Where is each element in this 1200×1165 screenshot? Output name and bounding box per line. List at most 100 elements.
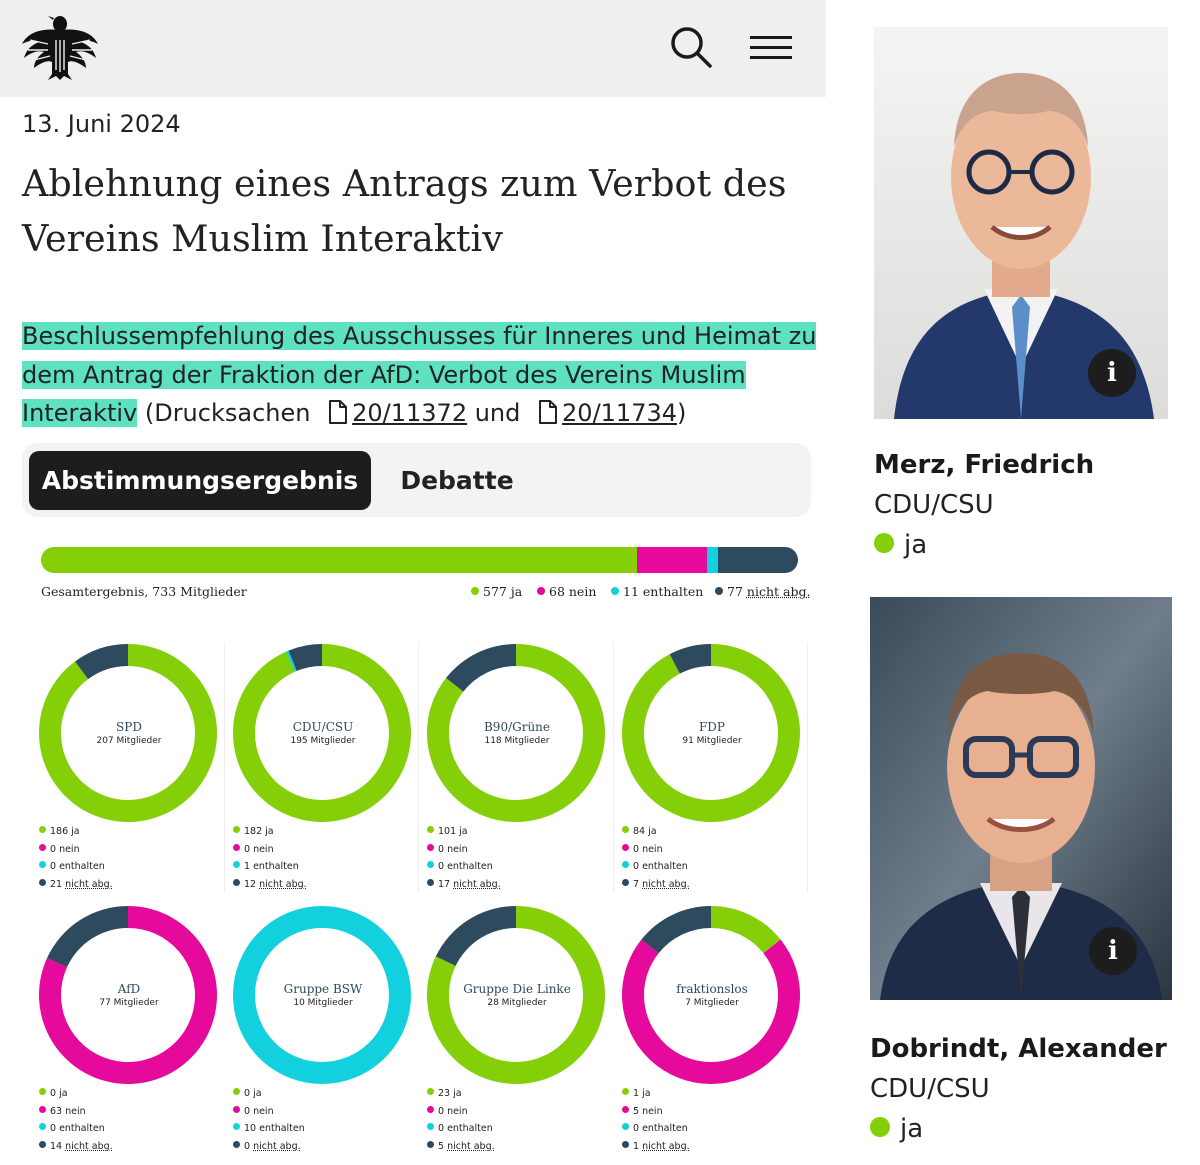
legend-dot-ja (622, 826, 629, 833)
total-legend-nicht-abg: 77 nicht abg. (715, 584, 810, 599)
party-legend-nicht-abg: 14 nicht abg. (39, 1141, 113, 1152)
party-legend-label: 0 nein (438, 1105, 468, 1117)
party-name: Gruppe Die Linke (463, 982, 571, 996)
party-donut (39, 644, 217, 822)
party-legend-nicht-abg-num: 21 (50, 879, 66, 891)
bundesadler-icon[interactable] (20, 10, 100, 82)
info-button[interactable]: i (1089, 927, 1137, 975)
party-legend-nicht-abg-text: nicht abg. (642, 1141, 690, 1153)
party-legend-ja: 1 ja (622, 1088, 651, 1099)
party-member-count: 207 Mitglieder (96, 736, 162, 746)
member-name[interactable]: Merz, Friedrich (874, 450, 1095, 480)
party-legend-nein: 0 nein (427, 1105, 468, 1117)
party-legend-label: 23 ja (438, 1088, 462, 1099)
total-bar-nein (636, 547, 708, 573)
party-legend-nicht-abg: 5 nicht abg. (427, 1141, 495, 1152)
column-divider (418, 642, 419, 892)
member-vote-label: ja (904, 530, 928, 560)
legend-dot-nicht-abg (427, 1141, 434, 1149)
party-legend-label: 0 ja (50, 1088, 68, 1099)
party-legend-label: 84 ja (633, 826, 657, 837)
party-legend-nicht-abg: 7 nicht abg. (622, 879, 690, 890)
search-icon[interactable] (668, 24, 714, 70)
party-member-count: 7 Mitglieder (685, 998, 739, 1008)
member-name[interactable]: Dobrindt, Alexander (870, 1034, 1167, 1064)
party-legend-nicht-abg: 0 nicht abg. (233, 1141, 301, 1152)
legend-dot-ja (622, 1088, 629, 1095)
legend-dot-enthalten (233, 861, 240, 869)
member-photo-merz[interactable]: i (874, 27, 1168, 419)
legend-dot-nein (233, 843, 240, 851)
party-legend-ja: 0 ja (39, 1088, 68, 1099)
party-legend-nicht-abg-num: 12 (244, 879, 260, 891)
page-title: Ablehnung eines Antrags zum Verbot des V… (22, 162, 787, 260)
party-legend-ja: 101 ja (427, 826, 468, 837)
legend-dot-enthalten (427, 861, 434, 869)
party-legend-label: 182 ja (244, 826, 274, 837)
party-legend-enthalten: 0 enthalten (427, 1123, 493, 1134)
party-legend-ja: 182 ja (233, 826, 274, 837)
legend-dot-nein (39, 1105, 46, 1113)
party-legend-label: 186 ja (50, 826, 80, 837)
drucksache-link-2[interactable]: 20/11734 (562, 399, 678, 427)
party-legend-nicht-abg-num: 14 (50, 1141, 66, 1153)
donut-slice-nicht-abg (445, 644, 516, 692)
tab-abstimmungsergebnis[interactable]: Abstimmungsergebnis (29, 451, 371, 510)
total-legend-enthalten-label: 11 enthalten (623, 584, 704, 599)
column-divider (224, 642, 225, 892)
total-legend-nein: 68 nein (537, 584, 596, 599)
party-legend-nein: 0 nein (622, 843, 663, 855)
party-name: Gruppe BSW (283, 982, 363, 996)
party-legend-nein: 0 nein (233, 843, 274, 855)
legend-dot-nein (233, 1105, 240, 1113)
party-legend-nicht-abg-num: 1 (633, 1141, 643, 1153)
party-legend-enthalten: 0 enthalten (39, 861, 105, 872)
tab-debatte[interactable]: Debatte (400, 466, 514, 495)
member-sidebar: i Merz, Friedrich CDU/CSU ja i Dobrindt,… (826, 0, 1200, 1165)
description-connector: und (467, 399, 521, 427)
total-bar-enthalten (707, 547, 719, 573)
legend-dot-enthalten (39, 861, 46, 869)
party-name: CDU/CSU (292, 720, 354, 734)
party-legend-nicht-abg-text: nicht abg. (642, 879, 690, 891)
party-legend-ja: 23 ja (427, 1088, 462, 1099)
party-legend-label: 1 enthalten (244, 861, 299, 873)
party-donut (233, 644, 411, 822)
party-legend-nicht-abg: 12 nicht abg. (233, 879, 307, 890)
party-legend-label: 0 nein (244, 843, 274, 855)
legend-dot-ja (233, 1088, 240, 1095)
vote-dot-ja (874, 533, 894, 553)
party-legend-ja: 0 ja (233, 1088, 262, 1099)
column-divider (613, 642, 614, 892)
total-legend-nicht-abg-num: 77 (727, 584, 743, 599)
vote-date: 13. Juni 2024 (22, 110, 181, 138)
total-legend-ja-label: 577 ja (483, 584, 523, 599)
member-photo-dobrindt[interactable]: i (870, 597, 1172, 1000)
legend-dot-nicht-abg (622, 879, 629, 887)
member-vote: ja (874, 530, 927, 560)
party-legend-nicht-abg-text: nicht abg. (65, 879, 113, 891)
party-legend-nicht-abg-text: nicht abg. (447, 1141, 495, 1153)
portrait-image (870, 597, 1172, 1000)
total-legend-nein-label: 68 nein (549, 584, 597, 599)
legend-dot-nein (427, 843, 434, 851)
party-legend-nein: 5 nein (622, 1105, 663, 1117)
legend-dot-ja (471, 587, 479, 595)
member-vote: ja (870, 1114, 923, 1144)
party-legend-label: 63 nein (50, 1105, 86, 1117)
hamburger-menu-icon[interactable] (748, 28, 794, 68)
tab-bar: Abstimmungsergebnis Debatte (22, 443, 811, 517)
party-name: B90/Grüne (483, 720, 550, 734)
party-legend-label: 0 enthalten (438, 861, 493, 873)
legend-dot-nein (622, 1105, 629, 1113)
legend-dot-nicht-abg (427, 879, 434, 887)
party-legend-nein: 0 nein (427, 843, 468, 855)
party-legend-label: 10 enthalten (244, 1123, 305, 1135)
drucksache-link-1[interactable]: 20/11372 (352, 399, 468, 427)
party-member-count: 118 Mitglieder (484, 736, 550, 746)
main-content: 13. Juni 2024 Ablehnung eines Antrags zu… (0, 0, 826, 1153)
info-button[interactable]: i (1088, 349, 1136, 397)
party-legend-label: 0 enthalten (633, 861, 688, 873)
party-legend-label: 0 nein (633, 843, 663, 855)
party-legend-nicht-abg-text: nicht abg. (253, 1141, 301, 1153)
